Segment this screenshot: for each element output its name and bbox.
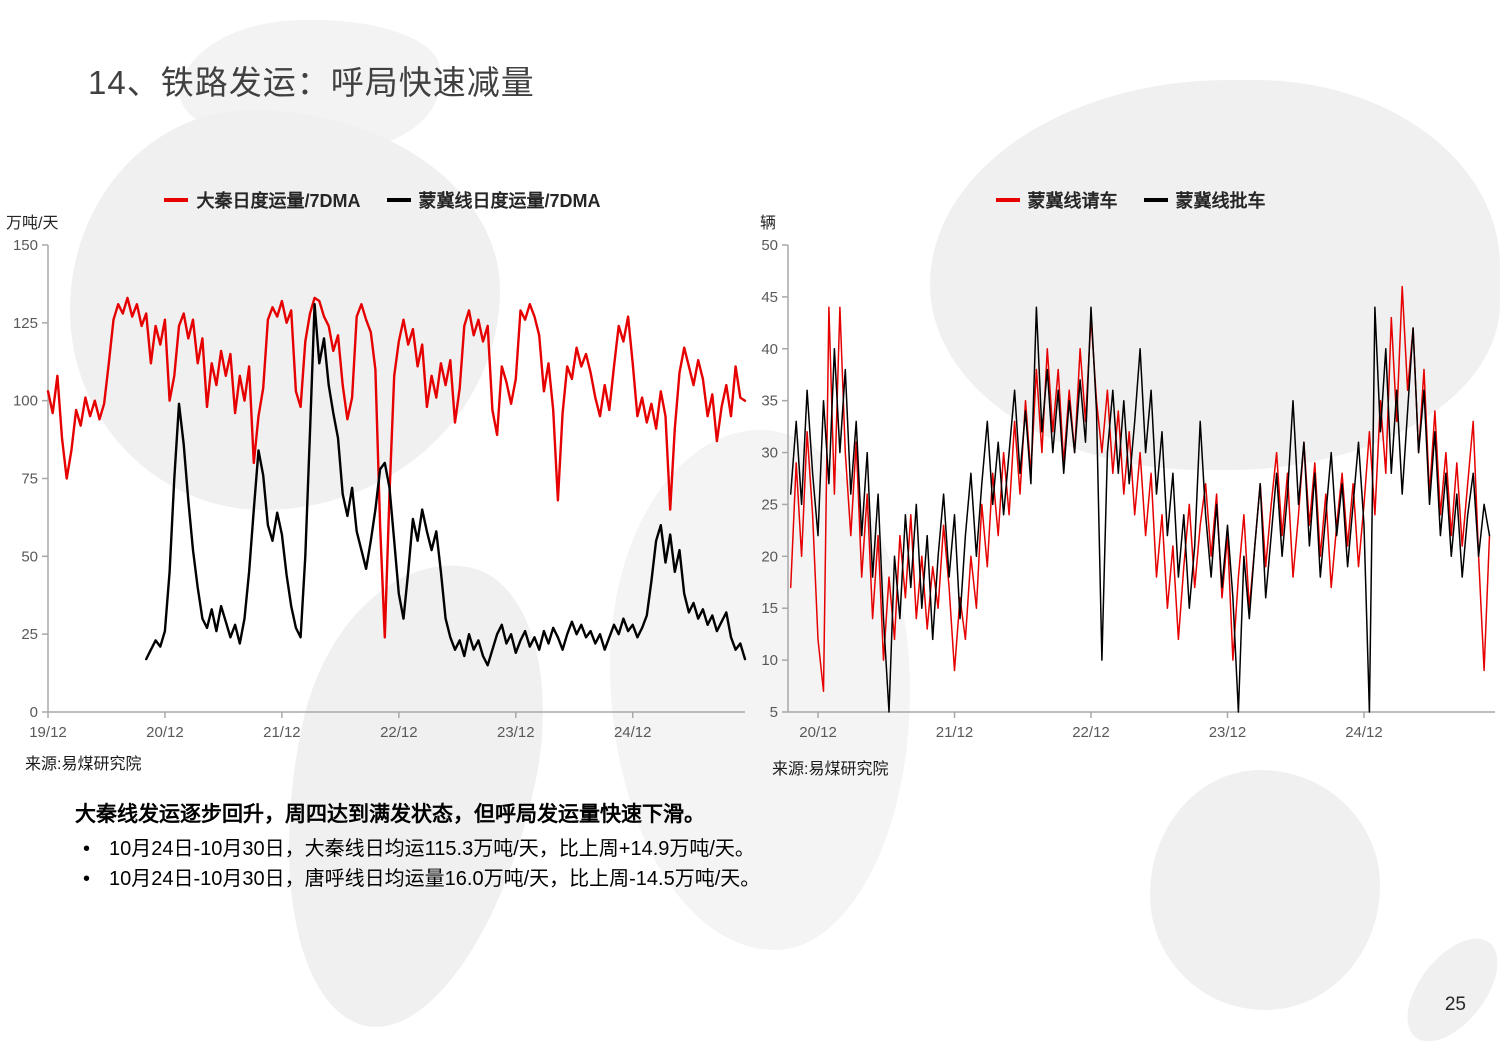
- svg-text:24/12: 24/12: [1345, 724, 1383, 741]
- svg-text:10: 10: [761, 652, 778, 669]
- summary-bullet: 10月24日-10月30日，唐呼线日均运量16.0万吨/天，比上周-14.5万吨…: [83, 864, 1225, 894]
- svg-text:100: 100: [13, 393, 38, 410]
- svg-text:40: 40: [761, 341, 778, 358]
- red-line-swatch: [164, 198, 189, 202]
- svg-text:75: 75: [21, 471, 38, 488]
- red-line-swatch: [995, 198, 1020, 202]
- svg-text:125: 125: [13, 315, 38, 332]
- svg-text:35: 35: [761, 393, 778, 410]
- svg-text:50: 50: [761, 237, 778, 254]
- svg-text:20/12: 20/12: [146, 724, 184, 741]
- legend-label: 蒙冀线批车: [1175, 191, 1266, 211]
- summary-block: 大秦线发运逐步回升，周四达到满发状态，但呼局发运量快速下滑。 10月24日-10…: [75, 798, 1225, 894]
- svg-text:45: 45: [761, 289, 778, 306]
- svg-text:50: 50: [21, 548, 38, 565]
- svg-text:150: 150: [13, 237, 38, 254]
- source-note-left: 来源:易煤研究院: [25, 756, 142, 773]
- legend-label: 蒙冀线请车: [1027, 191, 1118, 211]
- svg-text:23/12: 23/12: [497, 724, 535, 741]
- y-axis-unit-label: 辆: [760, 215, 777, 232]
- legend-label: 蒙冀线日度运量/7DMA: [418, 191, 601, 211]
- mengji-wagon-chart: 蒙冀线请车 蒙冀线批车 辆 5 10 15 20 25 30 35 40 45 50 20/12 21…: [758, 185, 1500, 785]
- page-title: 14、铁路发运：呼局快速减量: [88, 64, 535, 101]
- legend-item-daqin: 大秦日度运量/7DMA: [164, 187, 361, 213]
- svg-text:23/12: 23/12: [1209, 724, 1247, 741]
- black-line-swatch: [1143, 198, 1168, 202]
- world-map-background-shape: [1389, 922, 1500, 1057]
- svg-text:20/12: 20/12: [799, 724, 837, 741]
- svg-text:5: 5: [770, 704, 778, 721]
- svg-text:22/12: 22/12: [1072, 724, 1110, 741]
- daqin-mengji-volume-chart: 大秦日度运量/7DMA 蒙冀线日度运量/7DMA 万吨/天 0 25 50 75 100…: [6, 185, 755, 785]
- svg-text:25: 25: [761, 496, 778, 513]
- svg-text:25: 25: [21, 626, 38, 643]
- volume-line-plot: 0 25 50 75 100 125 150 19/12 20/12 21/12 22/12 23/1…: [13, 237, 747, 741]
- black-line-swatch: [386, 198, 411, 202]
- wagon-line-plot: 5 10 15 20 25 30 35 40 45 50 20/12 21/12 22/12 23/12 2…: [761, 237, 1495, 741]
- svg-text:21/12: 21/12: [263, 724, 301, 741]
- y-axis-unit-label: 万吨/天: [6, 215, 59, 232]
- legend-item-piche: 蒙冀线批车: [1143, 187, 1266, 213]
- svg-text:21/12: 21/12: [936, 724, 974, 741]
- summary-bullet-list: 10月24日-10月30日，大秦线日均运115.3万吨/天，比上周+14.9万吨…: [75, 834, 1225, 894]
- legend-label: 大秦日度运量/7DMA: [196, 191, 361, 211]
- legend-item-mengji: 蒙冀线日度运量/7DMA: [386, 187, 601, 213]
- source-note-right: 来源:易煤研究院: [772, 761, 889, 778]
- svg-text:19/12: 19/12: [29, 724, 67, 741]
- legend-item-qingche: 蒙冀线请车: [995, 187, 1118, 213]
- volume-chart-legend: 大秦日度运量/7DMA 蒙冀线日度运量/7DMA: [10, 187, 755, 213]
- page-number: 25: [1444, 994, 1466, 1015]
- svg-text:0: 0: [30, 704, 38, 721]
- world-map-background-shape: [180, 20, 440, 150]
- svg-text:15: 15: [761, 600, 778, 617]
- summary-heading: 大秦线发运逐步回升，周四达到满发状态，但呼局发运量快速下滑。: [75, 803, 705, 826]
- svg-text:20: 20: [761, 548, 778, 565]
- wagon-chart-legend: 蒙冀线请车 蒙冀线批车: [758, 187, 1500, 213]
- svg-text:22/12: 22/12: [380, 724, 418, 741]
- svg-text:24/12: 24/12: [614, 724, 652, 741]
- summary-bullet: 10月24日-10月30日，大秦线日均运115.3万吨/天，比上周+14.9万吨…: [83, 834, 1225, 864]
- svg-text:30: 30: [761, 445, 778, 462]
